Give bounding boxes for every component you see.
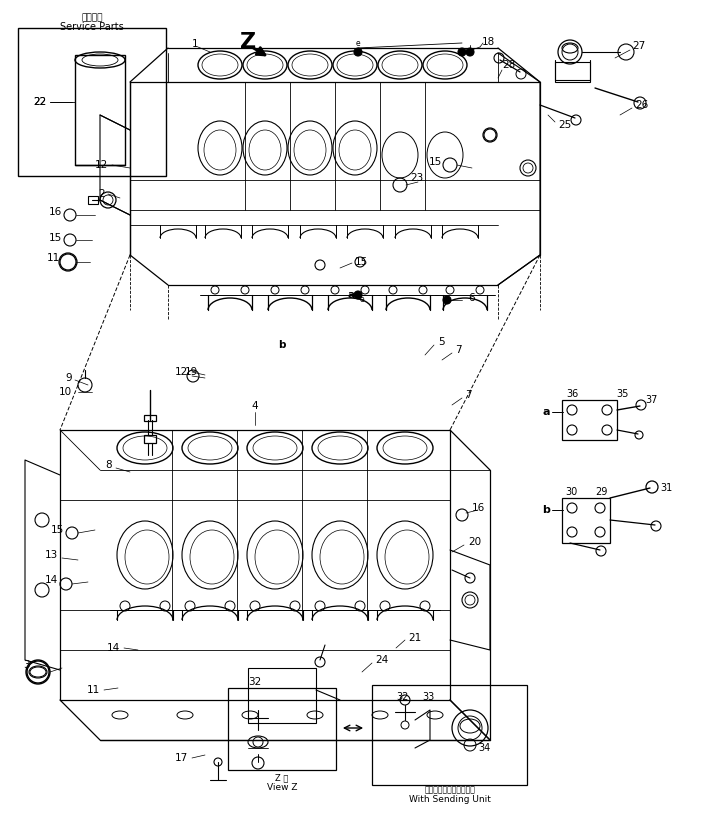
Text: b: b <box>542 505 550 515</box>
Text: 37: 37 <box>645 395 657 405</box>
Text: 16: 16 <box>49 207 62 217</box>
Bar <box>88 196 98 204</box>
Text: 11: 11 <box>87 685 100 695</box>
Text: 24: 24 <box>375 655 388 665</box>
Circle shape <box>443 296 451 304</box>
Text: b: b <box>278 340 285 350</box>
Text: 32: 32 <box>396 692 408 702</box>
Text: e: e <box>356 39 360 48</box>
Text: 30: 30 <box>565 487 577 497</box>
Bar <box>555 62 590 82</box>
Text: e: e <box>360 295 365 303</box>
Text: 17: 17 <box>175 753 188 763</box>
Text: 15: 15 <box>429 157 442 167</box>
Text: 14: 14 <box>106 643 120 653</box>
Text: 20: 20 <box>468 537 481 547</box>
Bar <box>228 688 336 770</box>
Text: 21: 21 <box>408 633 421 643</box>
Circle shape <box>458 48 466 56</box>
Bar <box>75 55 125 165</box>
Text: 7: 7 <box>455 345 462 355</box>
Text: 22: 22 <box>34 97 47 107</box>
Text: a: a <box>542 407 550 417</box>
Text: 7: 7 <box>465 390 471 400</box>
Text: 22: 22 <box>34 97 47 107</box>
Text: 27: 27 <box>632 41 645 51</box>
Text: 13: 13 <box>45 550 58 560</box>
Bar <box>18 28 166 176</box>
Text: a: a <box>348 290 355 300</box>
Circle shape <box>466 48 474 56</box>
Text: 25: 25 <box>558 120 572 130</box>
Text: View Z: View Z <box>267 782 297 791</box>
Text: 35: 35 <box>616 389 628 399</box>
Text: センディングユニット付: センディングユニット付 <box>425 786 476 795</box>
Bar <box>248 668 316 723</box>
Text: 16: 16 <box>472 503 485 513</box>
Circle shape <box>354 48 362 56</box>
Text: 5: 5 <box>438 337 444 347</box>
Text: 28: 28 <box>502 60 515 70</box>
Text: 12: 12 <box>94 160 108 170</box>
Text: 10: 10 <box>59 387 72 397</box>
Text: 6: 6 <box>468 293 474 303</box>
Text: 29: 29 <box>595 487 607 497</box>
Circle shape <box>354 291 362 299</box>
Text: Service Parts: Service Parts <box>60 22 124 32</box>
Text: 31: 31 <box>660 483 672 493</box>
Text: 補紝専用: 補紝専用 <box>81 13 103 22</box>
Text: 33: 33 <box>422 692 435 702</box>
Text: 8: 8 <box>105 460 112 470</box>
Text: 12: 12 <box>175 367 188 377</box>
Text: 3: 3 <box>23 660 30 670</box>
Bar <box>144 435 156 443</box>
Bar <box>562 400 617 440</box>
Text: Z 構: Z 構 <box>275 773 289 782</box>
Text: 15: 15 <box>49 233 62 243</box>
Text: 23: 23 <box>410 173 423 183</box>
Bar <box>144 415 156 421</box>
Text: 26: 26 <box>635 100 648 110</box>
Text: 15: 15 <box>355 257 368 267</box>
Text: 34: 34 <box>478 743 490 753</box>
Bar <box>372 685 527 785</box>
Text: 15: 15 <box>50 525 64 535</box>
Text: 32: 32 <box>248 677 261 687</box>
Bar <box>562 498 610 543</box>
Text: 11: 11 <box>47 253 60 263</box>
Text: With Sending Unit: With Sending Unit <box>409 795 491 805</box>
Text: 19: 19 <box>185 367 198 377</box>
Text: Z: Z <box>240 32 256 52</box>
Text: 4: 4 <box>251 401 258 411</box>
Text: 36: 36 <box>566 389 578 399</box>
Text: 9: 9 <box>65 373 72 383</box>
Text: 2: 2 <box>99 189 105 199</box>
Text: 1: 1 <box>192 39 199 49</box>
Text: 18: 18 <box>481 37 495 47</box>
Text: 14: 14 <box>45 575 58 585</box>
